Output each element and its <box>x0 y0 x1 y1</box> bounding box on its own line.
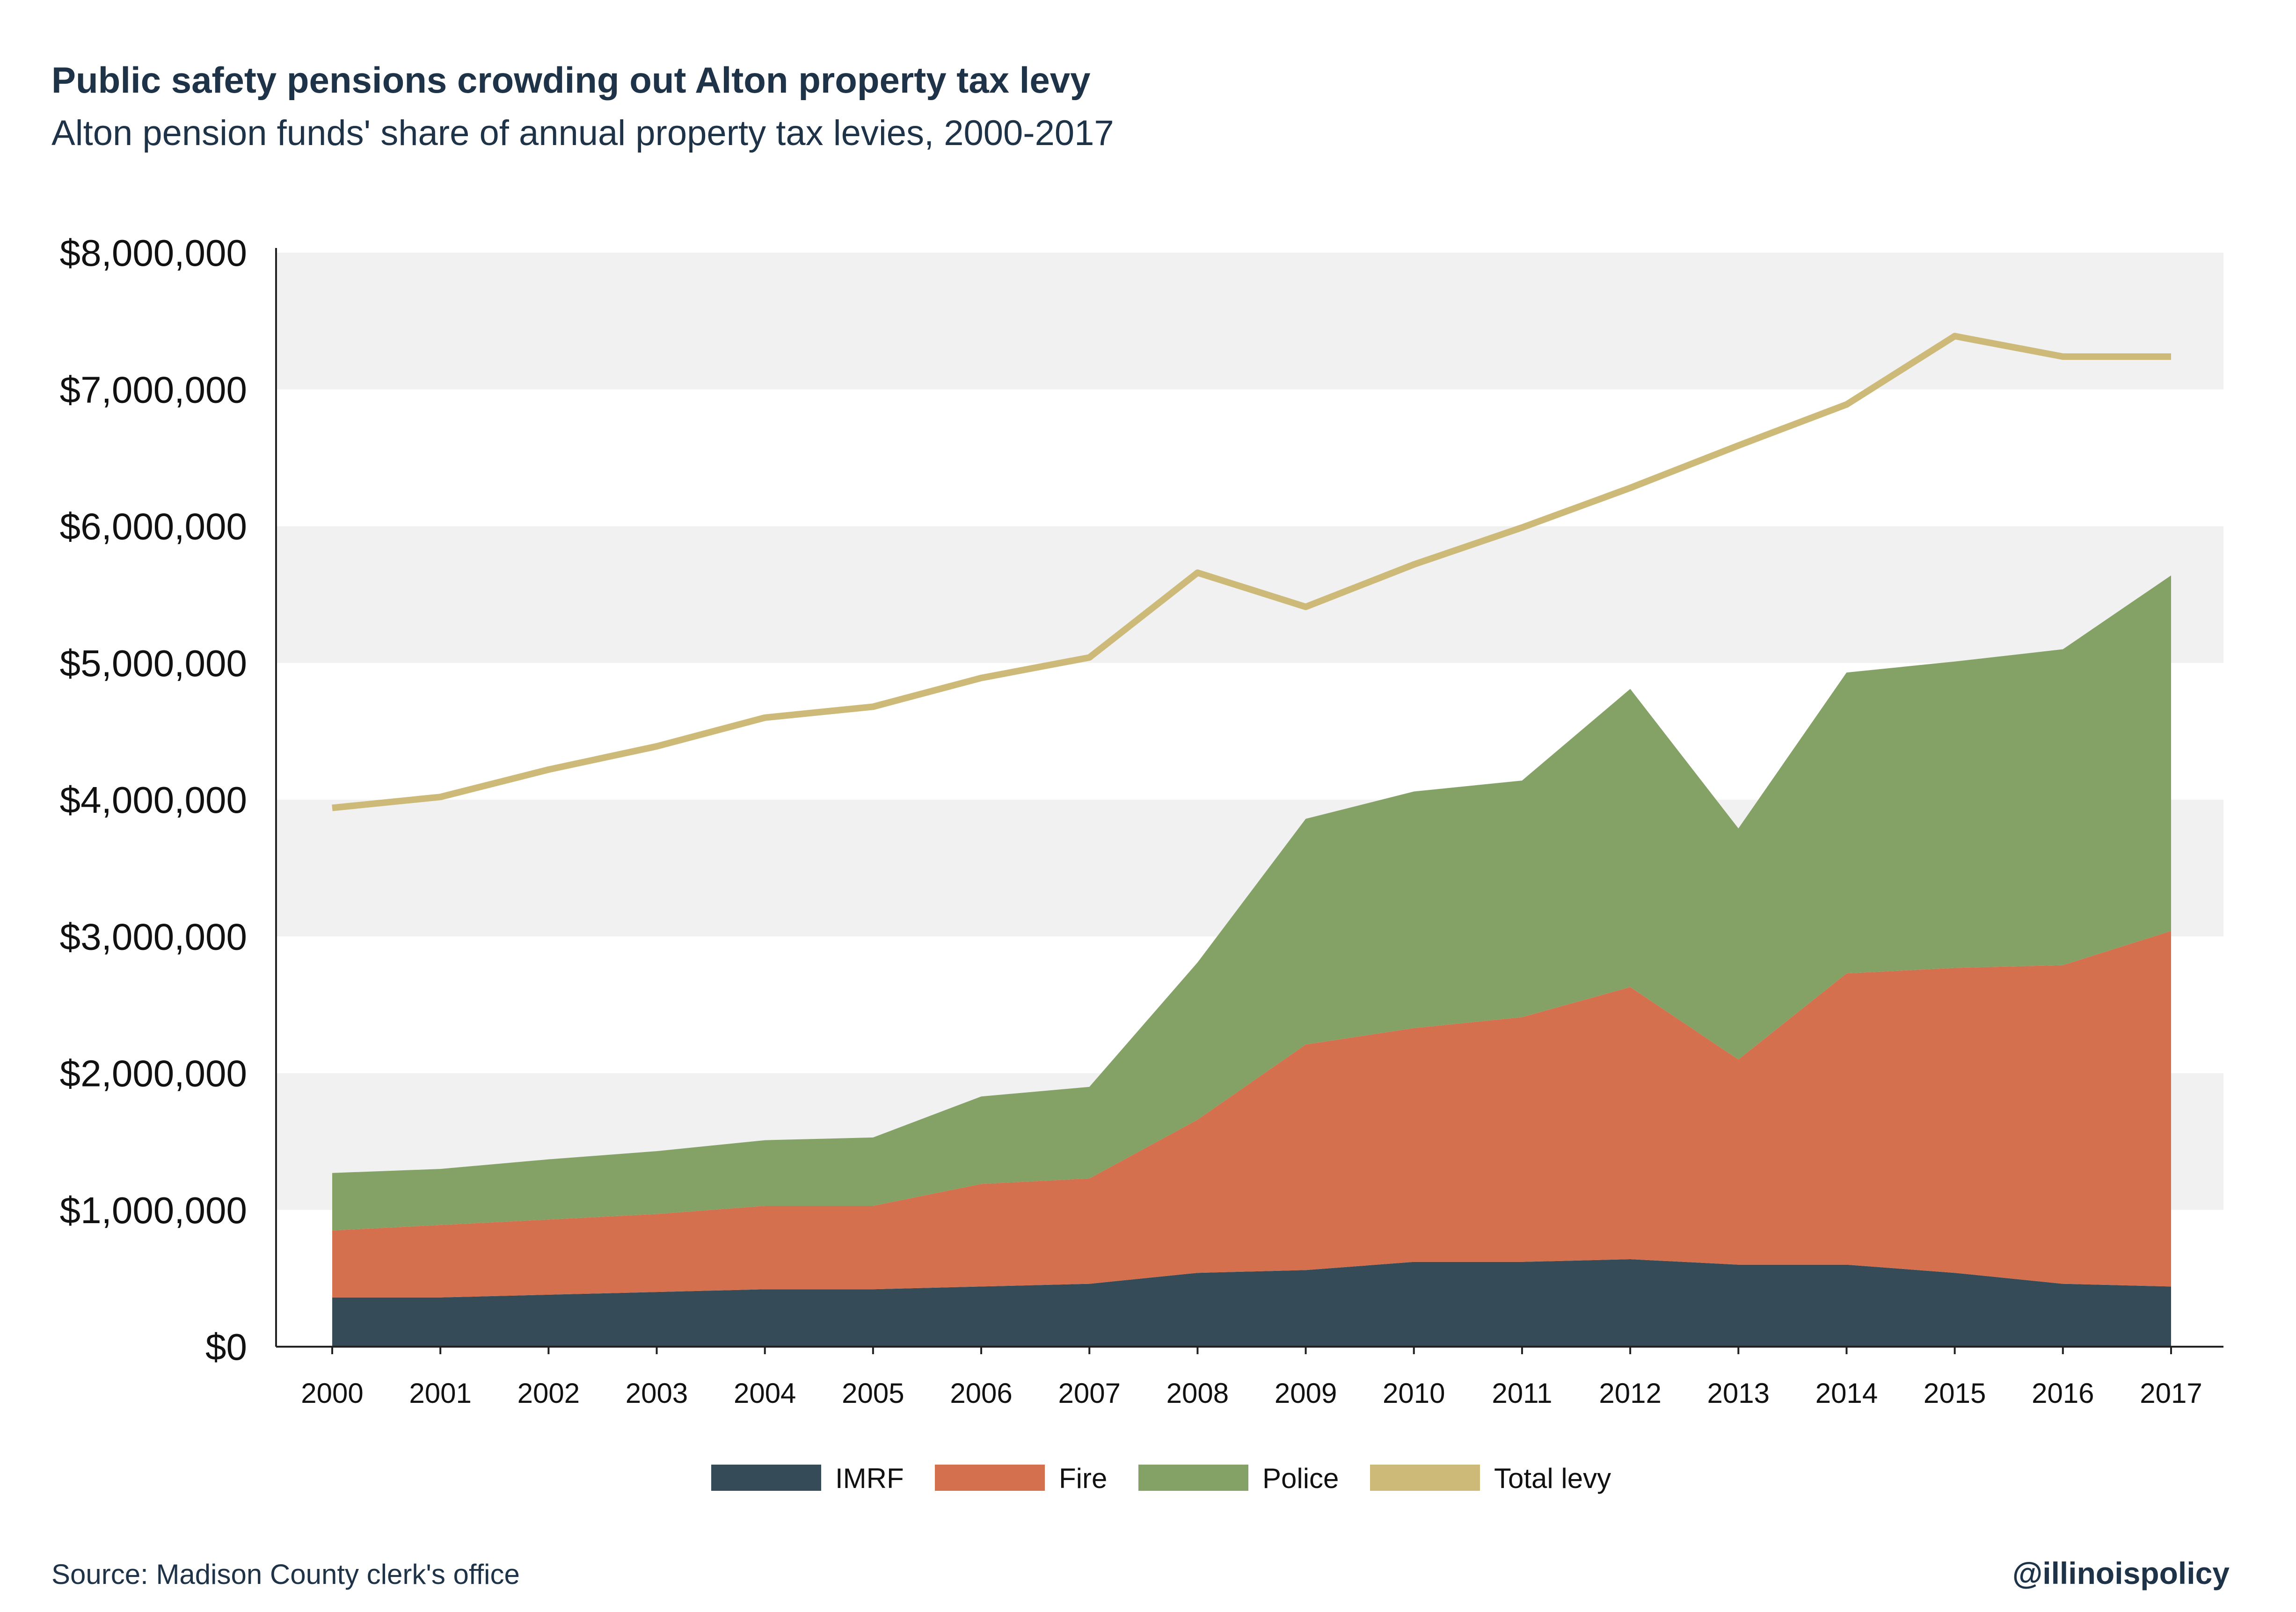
y-tick-label: $8,000,000 <box>60 232 247 274</box>
y-tick-label: $3,000,000 <box>60 916 247 957</box>
x-tick-label: 2001 <box>409 1378 471 1409</box>
y-tick-label: $7,000,000 <box>60 369 247 410</box>
x-tick-label: 2014 <box>1815 1378 1878 1409</box>
x-tick-label: 2004 <box>734 1378 796 1409</box>
x-tick-label: 2000 <box>301 1378 363 1409</box>
plot-areas <box>332 575 2171 1347</box>
y-tick-label: $5,000,000 <box>60 642 247 684</box>
x-axis-ticks: 2000 2001 2002 2003 2004 2005 2006 2007 2008 2009… <box>301 1347 2202 1409</box>
legend-swatch-total-levy <box>1370 1465 1480 1491</box>
chart-subtitle: Alton pension funds' share of annual pro… <box>51 113 1114 153</box>
legend: IMRF Fire Police Total levy <box>711 1463 1611 1494</box>
x-tick-label: 2002 <box>518 1378 580 1409</box>
brand-handle: @illinoispolicy <box>2012 1556 2230 1590</box>
y-tick-label: $0 <box>205 1326 247 1368</box>
grid-band <box>276 526 2223 663</box>
legend-label-imrf: IMRF <box>835 1463 904 1494</box>
area-police <box>332 575 2171 1231</box>
source-note: Source: Madison County clerk's office <box>51 1559 520 1590</box>
y-tick-label: $6,000,000 <box>60 506 247 547</box>
y-tick-label: $1,000,000 <box>60 1189 247 1231</box>
legend-label-fire: Fire <box>1059 1463 1107 1494</box>
x-tick-label: 2017 <box>2140 1378 2202 1409</box>
x-tick-label: 2006 <box>950 1378 1012 1409</box>
x-tick-label: 2016 <box>2032 1378 2094 1409</box>
legend-swatch-police <box>1138 1465 1248 1491</box>
x-tick-label: 2009 <box>1275 1378 1337 1409</box>
y-tick-label: $4,000,000 <box>60 779 247 821</box>
x-tick-label: 2005 <box>842 1378 904 1409</box>
plot-lines <box>332 333 2171 811</box>
x-tick-label: 2003 <box>626 1378 688 1409</box>
legend-swatch-imrf <box>711 1465 821 1491</box>
y-tick-label: $2,000,000 <box>60 1053 247 1094</box>
x-tick-label: 2008 <box>1166 1378 1229 1409</box>
legend-label-police: Police <box>1262 1463 1339 1494</box>
area-imrf <box>332 1259 2171 1347</box>
y-axis-ticks: $0 $1,000,000 $2,000,000 $3,000,000 $4,000,0… <box>60 232 247 1368</box>
axes <box>275 248 2223 1348</box>
x-tick-label: 2013 <box>1707 1378 1770 1409</box>
x-tick-label: 2012 <box>1599 1378 1661 1409</box>
legend-swatch-fire <box>935 1465 1045 1491</box>
x-tick-label: 2007 <box>1058 1378 1120 1409</box>
line-total-levy <box>332 333 2171 811</box>
chart-title: Public safety pensions crowding out Alto… <box>51 59 1091 101</box>
x-tick-label: 2015 <box>1924 1378 1986 1409</box>
legend-label-total-levy: Total levy <box>1494 1463 1611 1494</box>
x-tick-label: 2010 <box>1383 1378 1445 1409</box>
grid-band <box>276 253 2223 390</box>
x-tick-label: 2011 <box>1492 1378 1552 1409</box>
